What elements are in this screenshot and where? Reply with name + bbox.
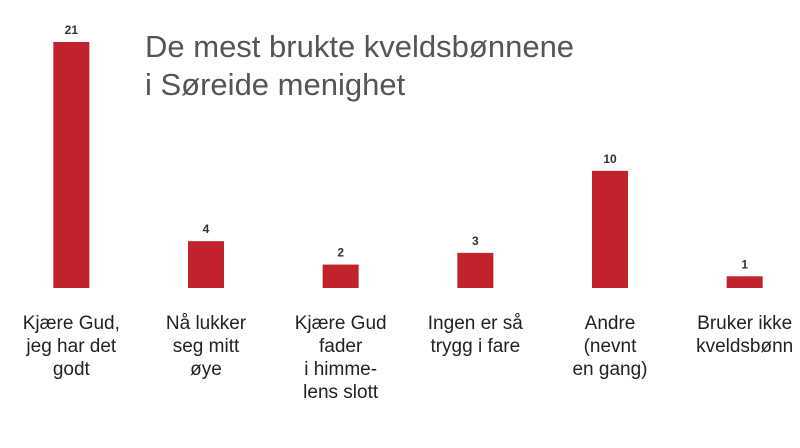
category-label: Ingen er så trygg i fare [427,313,523,357]
bar [53,42,90,288]
value-label: 3 [472,234,479,248]
bar [322,264,359,288]
value-label: 4 [203,222,210,236]
category-label: Bruker ikke kveldsbønn [696,313,794,357]
value-label: 1 [741,257,748,271]
bar [592,170,628,288]
bar [457,252,494,288]
value-label: 2 [337,246,344,260]
bar [726,276,763,288]
value-label: 21 [65,23,79,37]
chart-title: De mest brukte kveldsbønnene i Søreide m… [145,29,575,102]
category-label: Kjære Gud, jeg har det godt [22,313,120,380]
bar [188,241,224,288]
category-label: Kjære Gud fader i himme- lens slott [294,313,387,403]
value-label: 10 [603,152,617,166]
category-label: Andre (nevnt en gang) [572,313,648,380]
category-label: Nå lukker seg mitt øye [165,313,247,380]
